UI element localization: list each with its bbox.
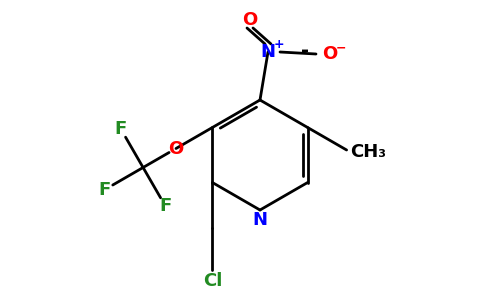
Text: N: N [253,211,268,229]
Text: CH₃: CH₃ [350,143,387,161]
Text: F: F [114,119,127,137]
Text: F: F [159,197,172,215]
Text: O: O [322,45,338,63]
Text: O: O [168,140,183,158]
Text: F: F [98,181,110,199]
Text: +: + [273,38,284,52]
Text: O: O [242,11,257,29]
Text: N: N [260,43,275,61]
Text: -: - [301,41,309,61]
Text: Cl: Cl [203,272,222,290]
Text: −: − [336,41,346,55]
